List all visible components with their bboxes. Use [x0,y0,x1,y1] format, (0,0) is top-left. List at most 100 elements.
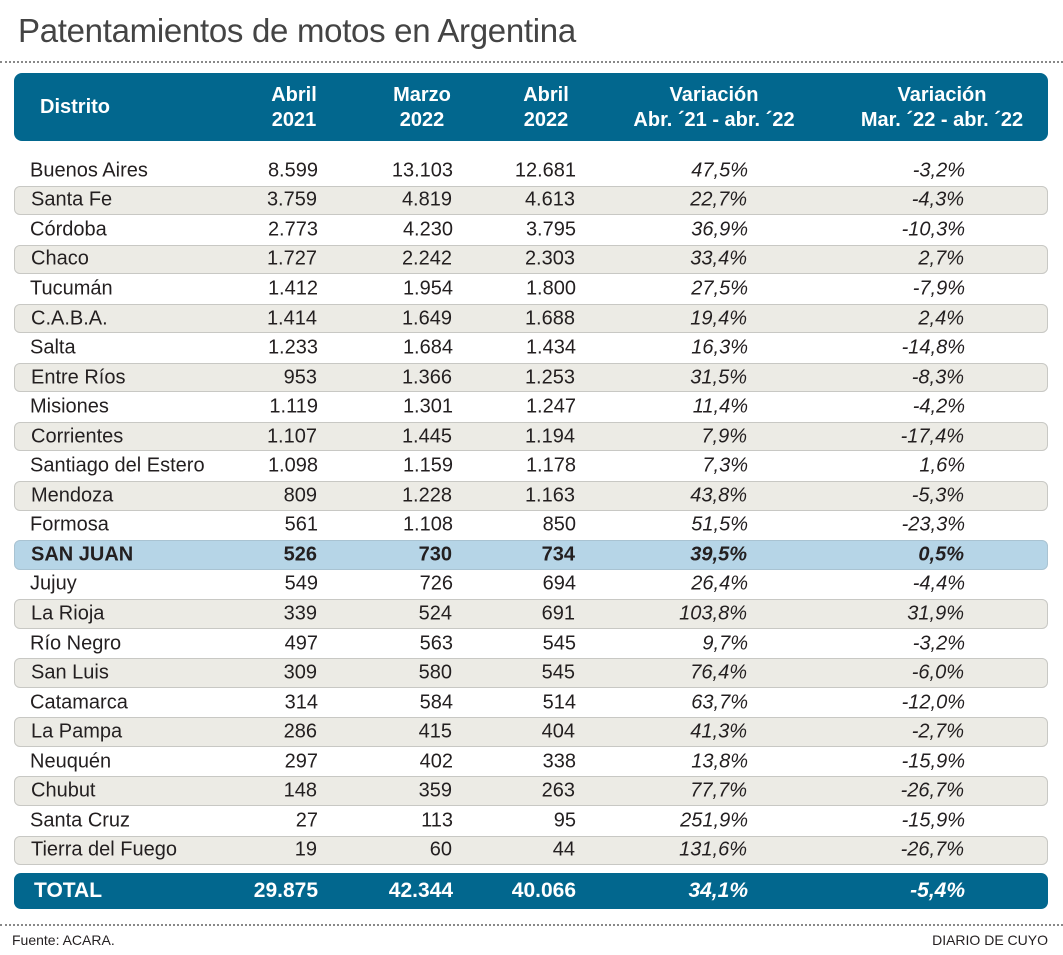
cell-variacion-mensual: -26,7% [900,779,964,802]
cell-variacion-mensual: -15,9% [901,809,965,832]
top-divider [0,61,1063,63]
total-label: TOTAL [34,879,103,902]
table-row: Catamarca 314 584 514 63,7% -12,0% [14,688,1048,718]
header-variacion-anual: Variación Abr. ´21 - abr. ´22 [633,84,795,131]
cell-variacion-mensual: -4,2% [912,395,965,418]
cell-variacion-mensual: 2,7% [918,247,964,270]
cell-abril-2021: 314 [284,691,318,714]
header-variacion-mensual: Variación Mar. ´22 - abr. ´22 [860,84,1024,131]
cell-variacion-anual: 7,3% [702,454,748,477]
cell-variacion-mensual: -7,9% [912,277,965,300]
cell-marzo-2022: 1.366 [401,366,452,389]
cell-variacion-mensual: 2,4% [918,307,964,329]
cell-variacion-anual: 51,5% [691,513,748,536]
cell-distrito: Neuquén [30,750,112,773]
cell-marzo-2022: 1.445 [401,425,452,448]
table-row: Santa Cruz 27 113 95 251,9% -15,9% [14,806,1048,836]
table-row: Buenos Aires 8.599 13.103 12.681 47,5% -3,2% [14,156,1048,186]
cell-variacion-anual: 13,8% [691,750,748,773]
source-note: Fuente: ACARA. [12,932,115,948]
cell-abril-2021: 953 [283,366,317,389]
bottom-divider [0,924,1063,926]
total-variacion-anual: 34,1% [688,879,748,902]
cell-variacion-anual: 9,7% [702,632,748,655]
cell-abril-2022: 1.178 [525,454,576,477]
cell-abril-2022: 44 [552,838,575,861]
cell-variacion-mensual: -8,3% [911,366,964,389]
cell-variacion-mensual: -5,3% [911,484,964,507]
cell-abril-2022: 514 [542,691,576,714]
publisher-credit: DIARIO DE CUYO [932,932,1048,948]
table-row: Salta 1.233 1.684 1.434 16,3% -14,8% [14,333,1048,363]
cell-marzo-2022: 1.228 [401,484,452,507]
cell-abril-2021: 309 [283,661,317,684]
cell-variacion-mensual: 31,9% [907,602,964,625]
cell-variacion-mensual: -4,3% [911,188,964,211]
table-row: Misiones 1.119 1.301 1.247 11,4% -4,2% [14,392,1048,422]
cell-abril-2021: 339 [283,602,317,625]
table-row: Tierra del Fuego 19 60 44 131,6% -26,7% [14,835,1048,866]
cell-abril-2021: 497 [284,632,318,655]
cell-abril-2022: 95 [553,809,576,832]
cell-abril-2022: 338 [542,750,576,773]
cell-abril-2021: 1.727 [266,247,317,270]
cell-distrito: Chubut [31,779,96,802]
total-abril-2021: 29.875 [253,879,318,902]
cell-variacion-mensual: 0,5% [918,543,964,566]
table-row-highlighted: SAN JUAN 526 730 734 39,5% 0,5% [14,540,1048,570]
table-row: Santiago del Estero 1.098 1.159 1.178 7,3% 1,… [14,451,1048,481]
cell-abril-2022: 4.613 [524,188,575,211]
cell-variacion-anual: 103,8% [679,602,747,625]
table-row: Santa Fe 3.759 4.819 4.613 22,7% -4,3% [14,185,1048,216]
cell-abril-2021: 1.119 [269,395,318,418]
cell-marzo-2022: 1.301 [402,395,453,418]
cell-distrito: Tierra del Fuego [31,838,177,861]
cell-variacion-anual: 77,7% [690,779,747,802]
cell-variacion-anual: 26,4% [691,572,748,595]
cell-abril-2021: 2.773 [267,218,318,241]
cell-marzo-2022: 730 [418,543,452,566]
cell-abril-2022: 1.253 [524,366,575,389]
cell-variacion-anual: 7,9% [701,425,747,448]
cell-distrito: Mendoza [31,484,114,507]
cell-marzo-2022: 584 [419,691,453,714]
cell-variacion-anual: 19,4% [690,307,747,329]
cell-distrito: Río Negro [30,632,122,655]
cell-marzo-2022: 1.649 [401,307,452,329]
cell-variacion-mensual: 1,6% [919,454,965,477]
table-row: C.A.B.A. 1.414 1.649 1.688 19,4% 2,4% [14,303,1048,334]
table-row: Entre Ríos 953 1.366 1.253 31,5% -8,3% [14,362,1048,393]
cell-abril-2021: 19 [294,838,317,861]
table-row: Córdoba 2.773 4.230 3.795 36,9% -10,3% [14,215,1048,245]
cell-variacion-anual: 251,9% [680,809,748,832]
cell-abril-2022: 1.688 [524,307,575,329]
header-abril-2022: Abril 2022 [523,84,569,131]
cell-marzo-2022: 1.159 [402,454,453,477]
cell-abril-2021: 148 [283,779,317,802]
total-abril-2022: 40.066 [511,879,576,902]
cell-distrito: Corrientes [31,425,124,448]
table-row: Neuquén 297 402 338 13,8% -15,9% [14,747,1048,777]
total-marzo-2022: 42.344 [388,879,453,902]
cell-distrito: Catamarca [30,691,128,714]
cell-abril-2022: 1.194 [524,425,575,448]
cell-abril-2022: 1.247 [525,395,576,418]
cell-distrito: Salta [30,336,76,359]
table-row: Río Negro 497 563 545 9,7% -3,2% [14,629,1048,659]
cell-marzo-2022: 580 [418,661,452,684]
cell-variacion-mensual: -3,2% [912,632,965,655]
cell-distrito: Córdoba [30,218,107,241]
table-row: Chubut 148 359 263 77,7% -26,7% [14,776,1048,807]
cell-variacion-mensual: -17,4% [900,425,964,448]
table-row: Formosa 561 1.108 850 51,5% -23,3% [14,511,1048,541]
cell-distrito: Santa Cruz [30,809,131,832]
cell-variacion-anual: 76,4% [690,661,747,684]
cell-distrito: San Luis [31,661,109,684]
cell-marzo-2022: 2.242 [401,247,452,270]
cell-abril-2022: 1.800 [525,277,576,300]
cell-abril-2022: 404 [541,720,575,743]
cell-abril-2022: 263 [541,779,575,802]
cell-distrito: Jujuy [30,572,77,595]
cell-variacion-anual: 16,3% [691,336,748,359]
table-row: La Rioja 339 524 691 103,8% 31,9% [14,599,1048,629]
